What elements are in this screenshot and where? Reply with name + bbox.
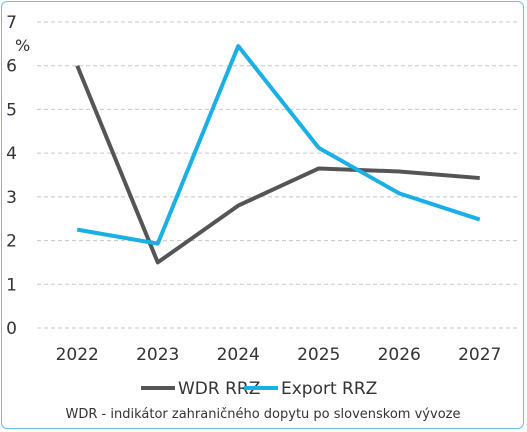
legend: WDR RRZ Export RRZ xyxy=(141,379,377,399)
x-tick-label: 2025 xyxy=(297,345,340,365)
footnote: WDR - indikátor zahraničného dopytu po s… xyxy=(66,407,461,422)
y-axis-unit-label: % xyxy=(15,36,30,55)
y-tick-label: 6 xyxy=(6,57,17,77)
series-lines xyxy=(75,44,481,265)
x-tick-label: 2026 xyxy=(378,345,421,365)
series-line-2 xyxy=(76,44,481,246)
y-tick-label: 2 xyxy=(6,232,17,252)
y-axis-ticks: 0 1 2 3 4 5 6 7 xyxy=(6,13,17,339)
y-tick-label: 4 xyxy=(6,144,17,164)
x-tick-label: 2027 xyxy=(458,345,501,365)
series-line-1 xyxy=(75,64,480,265)
x-tick-label: 2022 xyxy=(56,345,99,365)
x-axis-ticks: 2022 2023 2024 2025 2026 2027 xyxy=(56,345,502,365)
y-tick-label: 1 xyxy=(6,275,17,295)
gridlines xyxy=(37,21,520,329)
y-tick-label: 5 xyxy=(6,100,17,120)
x-tick-label: 2023 xyxy=(136,345,179,365)
y-tick-label: 0 xyxy=(6,319,17,339)
x-tick-label: 2024 xyxy=(217,345,260,365)
y-tick-label: 7 xyxy=(6,13,17,33)
legend-label-1: WDR RRZ xyxy=(178,379,260,399)
legend-label-2: Export RRZ xyxy=(281,379,377,399)
y-tick-label: 3 xyxy=(6,188,17,208)
